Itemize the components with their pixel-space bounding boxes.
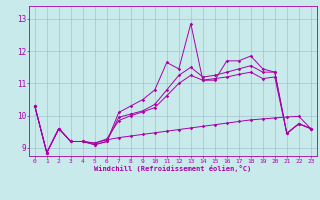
X-axis label: Windchill (Refroidissement éolien,°C): Windchill (Refroidissement éolien,°C) — [94, 165, 252, 172]
